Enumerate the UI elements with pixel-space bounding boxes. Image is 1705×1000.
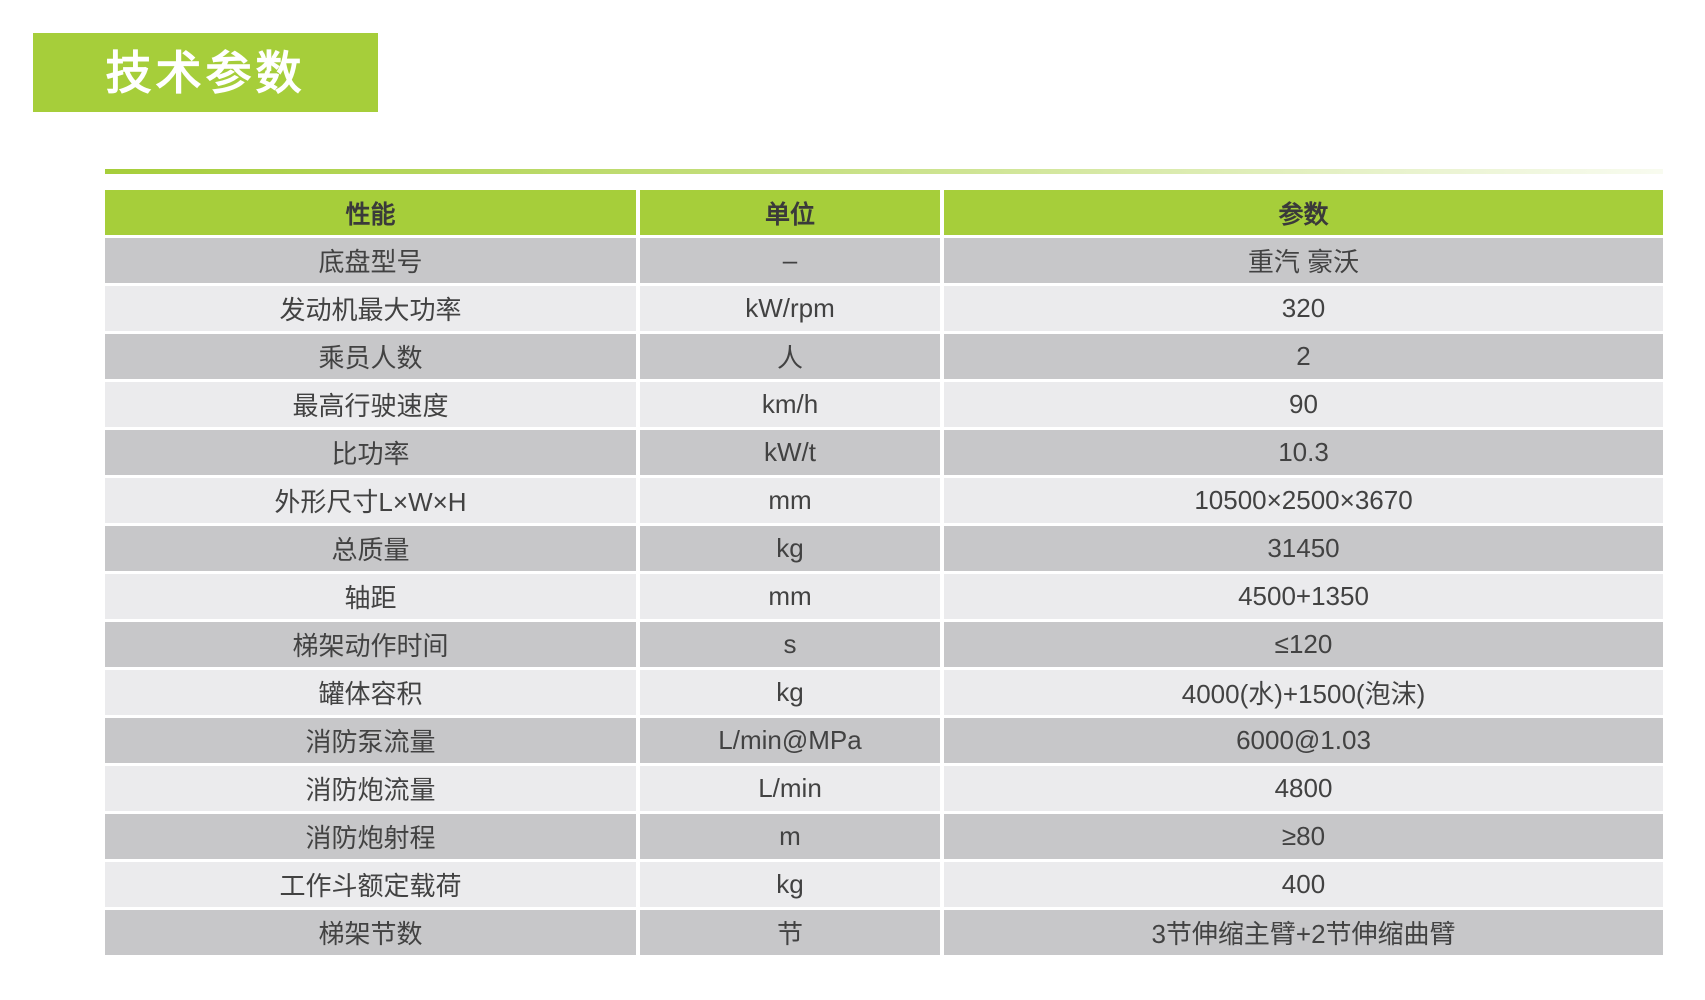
- spec-unit: mm: [640, 478, 940, 523]
- spec-unit: L/min@MPa: [640, 718, 940, 763]
- spec-name: 底盘型号: [105, 238, 636, 283]
- spec-name: 总质量: [105, 526, 636, 571]
- table-row: 工作斗额定载荷 kg 400: [105, 862, 1663, 907]
- spec-value: 3节伸缩主臂+2节伸缩曲臂: [944, 910, 1663, 955]
- spec-unit: kg: [640, 526, 940, 571]
- spec-value: 90: [944, 382, 1663, 427]
- spec-value: 重汽 豪沃: [944, 238, 1663, 283]
- column-header-unit: 单位: [640, 190, 940, 235]
- table-row: 罐体容积 kg 4000(水)+1500(泡沫): [105, 670, 1663, 715]
- table-row: 比功率 kW/t 10.3: [105, 430, 1663, 475]
- spec-value: 6000@1.03: [944, 718, 1663, 763]
- spec-unit: kW/rpm: [640, 286, 940, 331]
- spec-unit: –: [640, 238, 940, 283]
- table-row: 消防泵流量 L/min@MPa 6000@1.03: [105, 718, 1663, 763]
- spec-value: 10500×2500×3670: [944, 478, 1663, 523]
- table-row: 最高行驶速度 km/h 90: [105, 382, 1663, 427]
- spec-value: 400: [944, 862, 1663, 907]
- spec-table: 性能 单位 参数 底盘型号 – 重汽 豪沃 发动机最大功率 kW/rpm 320…: [105, 190, 1663, 958]
- table-row: 消防炮流量 L/min 4800: [105, 766, 1663, 811]
- spec-value: 10.3: [944, 430, 1663, 475]
- column-header-performance: 性能: [105, 190, 636, 235]
- spec-value: 4800: [944, 766, 1663, 811]
- accent-divider: [105, 169, 1663, 174]
- table-header-row: 性能 单位 参数: [105, 190, 1663, 235]
- spec-value: ≥80: [944, 814, 1663, 859]
- spec-name: 消防炮流量: [105, 766, 636, 811]
- spec-unit: 人: [640, 334, 940, 379]
- spec-name: 梯架动作时间: [105, 622, 636, 667]
- spec-name: 乘员人数: [105, 334, 636, 379]
- spec-name: 比功率: [105, 430, 636, 475]
- spec-unit: L/min: [640, 766, 940, 811]
- table-row: 轴距 mm 4500+1350: [105, 574, 1663, 619]
- spec-unit: kg: [640, 862, 940, 907]
- table-row: 消防炮射程 m ≥80: [105, 814, 1663, 859]
- spec-unit: s: [640, 622, 940, 667]
- table-row: 乘员人数 人 2: [105, 334, 1663, 379]
- spec-value: 320: [944, 286, 1663, 331]
- spec-value: 4000(水)+1500(泡沫): [944, 670, 1663, 715]
- spec-name: 发动机最大功率: [105, 286, 636, 331]
- table-row: 发动机最大功率 kW/rpm 320: [105, 286, 1663, 331]
- spec-name: 最高行驶速度: [105, 382, 636, 427]
- spec-name: 轴距: [105, 574, 636, 619]
- page-title-banner: 技术参数: [33, 33, 378, 112]
- table-row: 底盘型号 – 重汽 豪沃: [105, 238, 1663, 283]
- spec-unit: mm: [640, 574, 940, 619]
- page-title: 技术参数: [105, 46, 306, 99]
- table-row: 梯架节数 节 3节伸缩主臂+2节伸缩曲臂: [105, 910, 1663, 955]
- table-row: 外形尺寸L×W×H mm 10500×2500×3670: [105, 478, 1663, 523]
- spec-name: 消防泵流量: [105, 718, 636, 763]
- spec-name: 梯架节数: [105, 910, 636, 955]
- spec-value: ≤120: [944, 622, 1663, 667]
- spec-value: 31450: [944, 526, 1663, 571]
- spec-value: 2: [944, 334, 1663, 379]
- spec-value: 4500+1350: [944, 574, 1663, 619]
- table-row: 梯架动作时间 s ≤120: [105, 622, 1663, 667]
- table-row: 总质量 kg 31450: [105, 526, 1663, 571]
- spec-name: 消防炮射程: [105, 814, 636, 859]
- spec-unit: km/h: [640, 382, 940, 427]
- spec-name: 外形尺寸L×W×H: [105, 478, 636, 523]
- spec-name: 罐体容积: [105, 670, 636, 715]
- column-header-parameter: 参数: [944, 190, 1663, 235]
- spec-unit: m: [640, 814, 940, 859]
- spec-unit: kg: [640, 670, 940, 715]
- spec-unit: 节: [640, 910, 940, 955]
- spec-name: 工作斗额定载荷: [105, 862, 636, 907]
- spec-unit: kW/t: [640, 430, 940, 475]
